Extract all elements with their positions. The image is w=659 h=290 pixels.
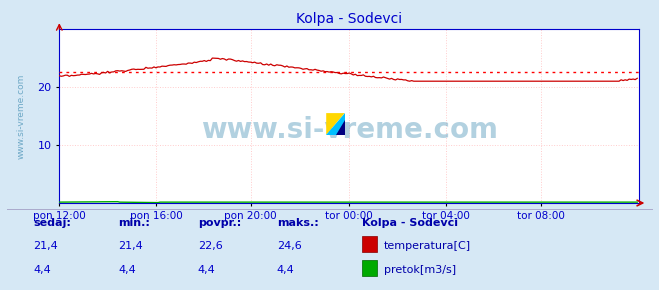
- Text: Kolpa - Sodevci: Kolpa - Sodevci: [362, 218, 459, 228]
- Text: maks.:: maks.:: [277, 218, 318, 228]
- Text: sedaj:: sedaj:: [33, 218, 71, 228]
- Polygon shape: [336, 119, 345, 135]
- Text: 4,4: 4,4: [277, 264, 295, 275]
- Text: www.si-vreme.com: www.si-vreme.com: [17, 73, 26, 159]
- Text: www.si-vreme.com: www.si-vreme.com: [201, 116, 498, 144]
- Text: 4,4: 4,4: [33, 264, 51, 275]
- Title: Kolpa - Sodevci: Kolpa - Sodevci: [296, 12, 403, 26]
- Polygon shape: [326, 113, 345, 135]
- Text: pretok[m3/s]: pretok[m3/s]: [384, 264, 455, 275]
- Text: 22,6: 22,6: [198, 241, 223, 251]
- Text: 21,4: 21,4: [33, 241, 58, 251]
- Text: 4,4: 4,4: [119, 264, 136, 275]
- Text: min.:: min.:: [119, 218, 150, 228]
- Polygon shape: [326, 113, 345, 135]
- Text: 21,4: 21,4: [119, 241, 144, 251]
- Text: povpr.:: povpr.:: [198, 218, 241, 228]
- Text: 24,6: 24,6: [277, 241, 302, 251]
- Text: 4,4: 4,4: [198, 264, 215, 275]
- Text: temperatura[C]: temperatura[C]: [384, 241, 471, 251]
